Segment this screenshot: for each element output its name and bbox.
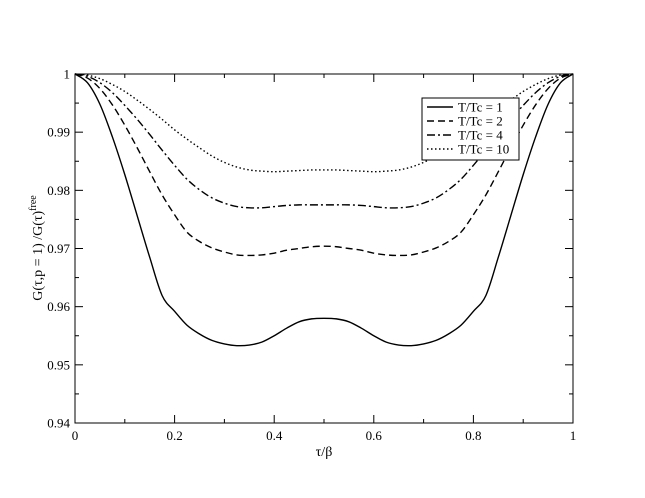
y-tick-label: 1 (64, 67, 71, 82)
y-tick-label: 0.97 (47, 241, 70, 256)
legend-box (421, 97, 520, 161)
y-tick-label: 0.98 (47, 183, 70, 198)
y-axis-label: G(τ,p = 1) /G(τ)free (28, 195, 46, 301)
legend-label-2: T/Tc = 2 (458, 114, 503, 129)
x-tick-label: 0.4 (266, 428, 283, 443)
legend-label-4: T/Tc = 10 (458, 142, 509, 157)
x-axis-label: τ/β (316, 445, 333, 460)
y-tick-label: 0.94 (47, 416, 70, 431)
y-axis: 0.94 0.95 0.96 0.97 0.98 0.99 1 (47, 67, 573, 431)
x-tick-label: 0.2 (166, 428, 182, 443)
series-line-1 (74, 73, 574, 347)
y-tick-label: 0.96 (47, 299, 70, 314)
x-tick-label: 0.6 (366, 428, 383, 443)
legend: T/Tc = 1T/Tc = 2T/Tc = 4T/Tc = 10 (421, 97, 520, 161)
y-axis-label-superscript: free (28, 195, 39, 211)
x-tick-label: 0.8 (465, 428, 481, 443)
x-axis: 0 0.2 0.4 0.6 0.8 1 (72, 74, 577, 443)
y-axis-label-main: G(τ,p = 1) /G(τ) (31, 210, 46, 300)
x-tick-label: 1 (570, 428, 577, 443)
legend-label-1: T/Tc = 1 (458, 100, 503, 115)
series-line-2 (74, 73, 574, 257)
legend-label-3: T/Tc = 4 (458, 128, 503, 143)
y-tick-label: 0.95 (47, 357, 70, 372)
x-tick-label: 0 (72, 428, 79, 443)
y-tick-label: 0.99 (47, 125, 70, 140)
series-line-4 (74, 73, 574, 173)
